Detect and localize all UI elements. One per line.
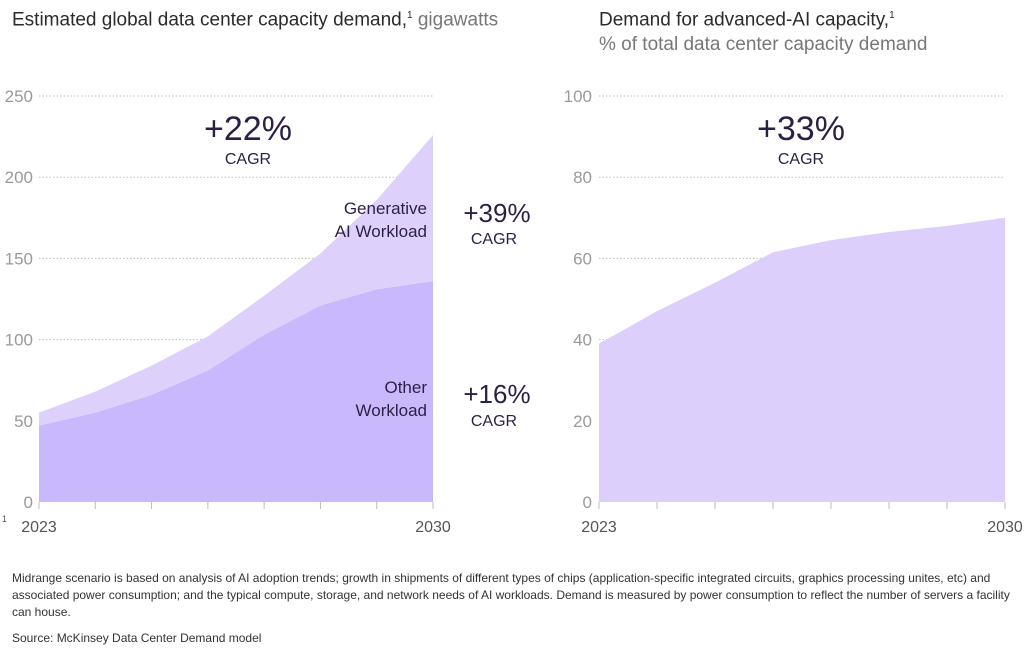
x-tick-label: 2030 xyxy=(415,519,451,536)
y-tick-label: 100 xyxy=(5,331,33,350)
total-cagr-label: CAGR xyxy=(778,151,824,168)
series-label: Other xyxy=(384,378,427,397)
y-tick-label: 0 xyxy=(24,493,33,512)
y-tick-label: 80 xyxy=(573,168,592,187)
x-tick-label: 2023 xyxy=(581,519,617,536)
y-tick-label: 40 xyxy=(573,331,592,350)
chart-2-title: Demand for advanced-AI capacity,1% of to… xyxy=(599,9,928,56)
total-cagr-value: +33% xyxy=(757,110,845,148)
area-series-demand xyxy=(599,217,1005,503)
charts-svg: 0 50 100 150 200 250 2023 2030 +22% CAGR 0 20 40 60 80… xyxy=(2,87,1023,536)
series-cagr-label: CAGR xyxy=(471,231,517,248)
y-tick-label: 50 xyxy=(14,412,33,431)
chart-1-title: Estimated global data center capacity de… xyxy=(12,9,499,31)
series-cagr-value: +16% xyxy=(463,379,530,409)
series-cagr-label: CAGR xyxy=(471,413,517,430)
source: Source: McKinsey Data Center Demand mode… xyxy=(12,631,262,645)
y-tick-label: 150 xyxy=(5,249,33,268)
y-tick-label: 0 xyxy=(583,493,592,512)
series-label: Generative xyxy=(344,199,427,218)
footnote-marker: 1 xyxy=(2,514,7,524)
series-cagr-value: +39% xyxy=(463,198,530,228)
series-label: AI Workload xyxy=(335,222,427,241)
y-tick-label: 60 xyxy=(573,249,592,268)
y-tick-label: 20 xyxy=(573,412,592,431)
y-tick-label: 250 xyxy=(5,87,33,106)
series-label: Workload xyxy=(356,401,428,420)
area-series-generative-ai-workload xyxy=(39,134,433,426)
y-tick-label: 200 xyxy=(5,168,33,187)
y-tick-label: 100 xyxy=(564,87,592,106)
area-series-other-workload xyxy=(39,281,433,502)
total-cagr-label: CAGR xyxy=(225,151,271,168)
total-cagr-value: +22% xyxy=(204,110,292,148)
footnote: Midrange scenario is based on analysis o… xyxy=(12,571,1010,619)
x-tick-label: 2030 xyxy=(987,519,1023,536)
x-tick-label: 2023 xyxy=(21,519,57,536)
